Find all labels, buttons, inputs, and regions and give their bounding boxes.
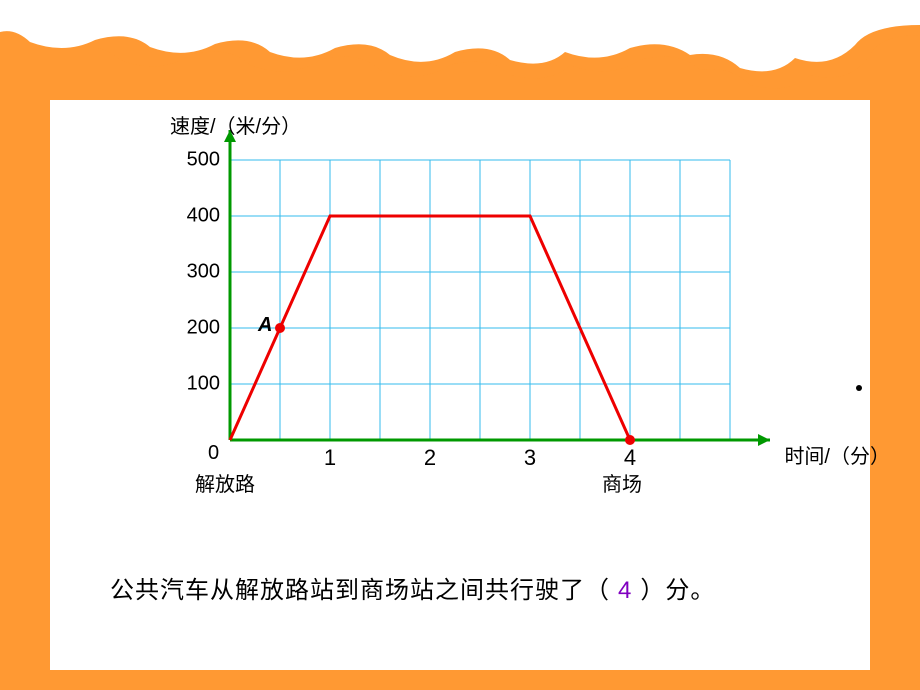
x-tick-label: 2 <box>424 445 436 471</box>
chart-svg <box>110 130 830 490</box>
x-tick-label: 4 <box>624 445 636 471</box>
x-axis-title: 时间/（分） <box>784 440 890 469</box>
content-card: 速度/（米/分） 时间/（分） 0 解放路 商场 100200300400500… <box>50 100 870 670</box>
y-tick-label: 500 <box>170 149 220 172</box>
question-suffix: ）分。 <box>640 577 715 604</box>
question-text: 公共汽车从解放路站到商场站之间共行驶了（4）分。 <box>110 570 830 605</box>
question-prefix: 公共汽车从解放路站到商场站之间共行驶了（ <box>110 577 610 604</box>
question-answer: 4 <box>610 577 640 604</box>
page-marker-dot <box>856 385 862 391</box>
point-label: A <box>258 314 272 337</box>
y-tick-label: 300 <box>170 261 220 284</box>
cloud-decoration <box>0 0 920 100</box>
x-tick-label: 3 <box>524 445 536 471</box>
speed-time-chart: 速度/（米/分） 时间/（分） 0 解放路 商场 100200300400500… <box>110 130 830 510</box>
y-tick-label: 100 <box>170 373 220 396</box>
station-end-label: 商场 <box>602 468 642 497</box>
x-tick-label: 1 <box>324 445 336 471</box>
y-axis-title: 速度/（米/分） <box>170 110 301 139</box>
y-tick-label: 200 <box>170 317 220 340</box>
y-tick-label: 400 <box>170 205 220 228</box>
origin-label: 0 <box>208 442 219 465</box>
station-start-label: 解放路 <box>195 468 255 497</box>
